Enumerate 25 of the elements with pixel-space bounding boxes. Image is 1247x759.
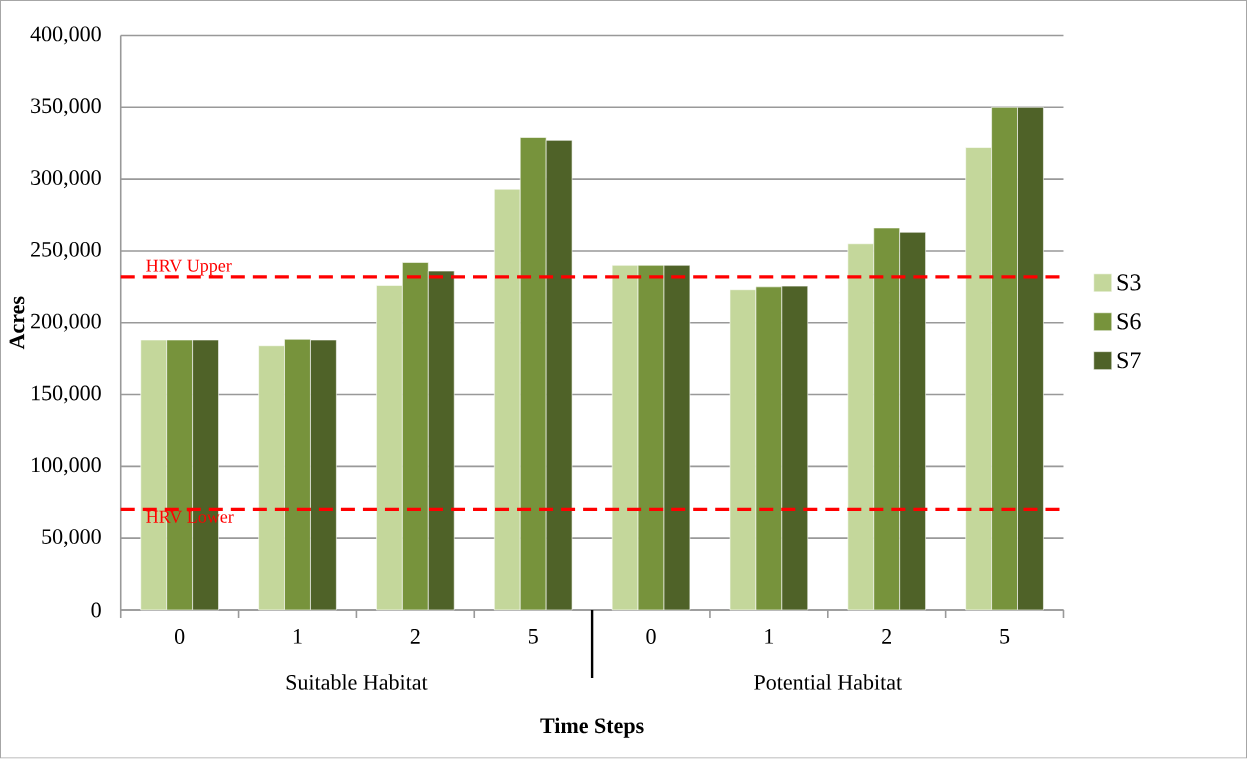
- text: Suitable Habitat: [286, 674, 428, 690]
- x-tick-label: 2: [410, 629, 420, 644]
- ref-line-label: HRV Upper: [146, 259, 232, 276]
- x-tick-label: 0: [174, 629, 185, 645]
- x-tick-label: 5: [528, 629, 538, 644]
- y-axis-title: Acres: [9, 296, 25, 350]
- y-tick-label: 300,000: [31, 170, 101, 189]
- y-tick-label: 250,000: [31, 242, 101, 261]
- y-tick-label: 100,000: [32, 457, 101, 476]
- x-tick-label: 1: [293, 629, 302, 644]
- y-tick-label: 150,000: [32, 385, 101, 404]
- y-tick-label: 200,000: [31, 313, 101, 332]
- x-axis-title: Time Steps: [540, 717, 644, 738]
- legend-label: S7: [1117, 352, 1141, 369]
- y-tick-label: 400,000: [30, 26, 101, 45]
- x-tick-label: 1: [765, 629, 774, 644]
- y-tick-label: 350,000: [31, 98, 101, 117]
- y-tick-label: 50,000: [42, 529, 101, 548]
- y-tick-label: 0: [91, 602, 101, 618]
- text: Potential Habitat: [754, 674, 902, 690]
- legend-label: S3: [1117, 274, 1141, 291]
- x-tick-label: 5: [1000, 629, 1010, 644]
- x-tick-label: 0: [646, 629, 656, 645]
- legend-label: S6: [1117, 313, 1141, 330]
- x-tick-label: 2: [882, 629, 891, 644]
